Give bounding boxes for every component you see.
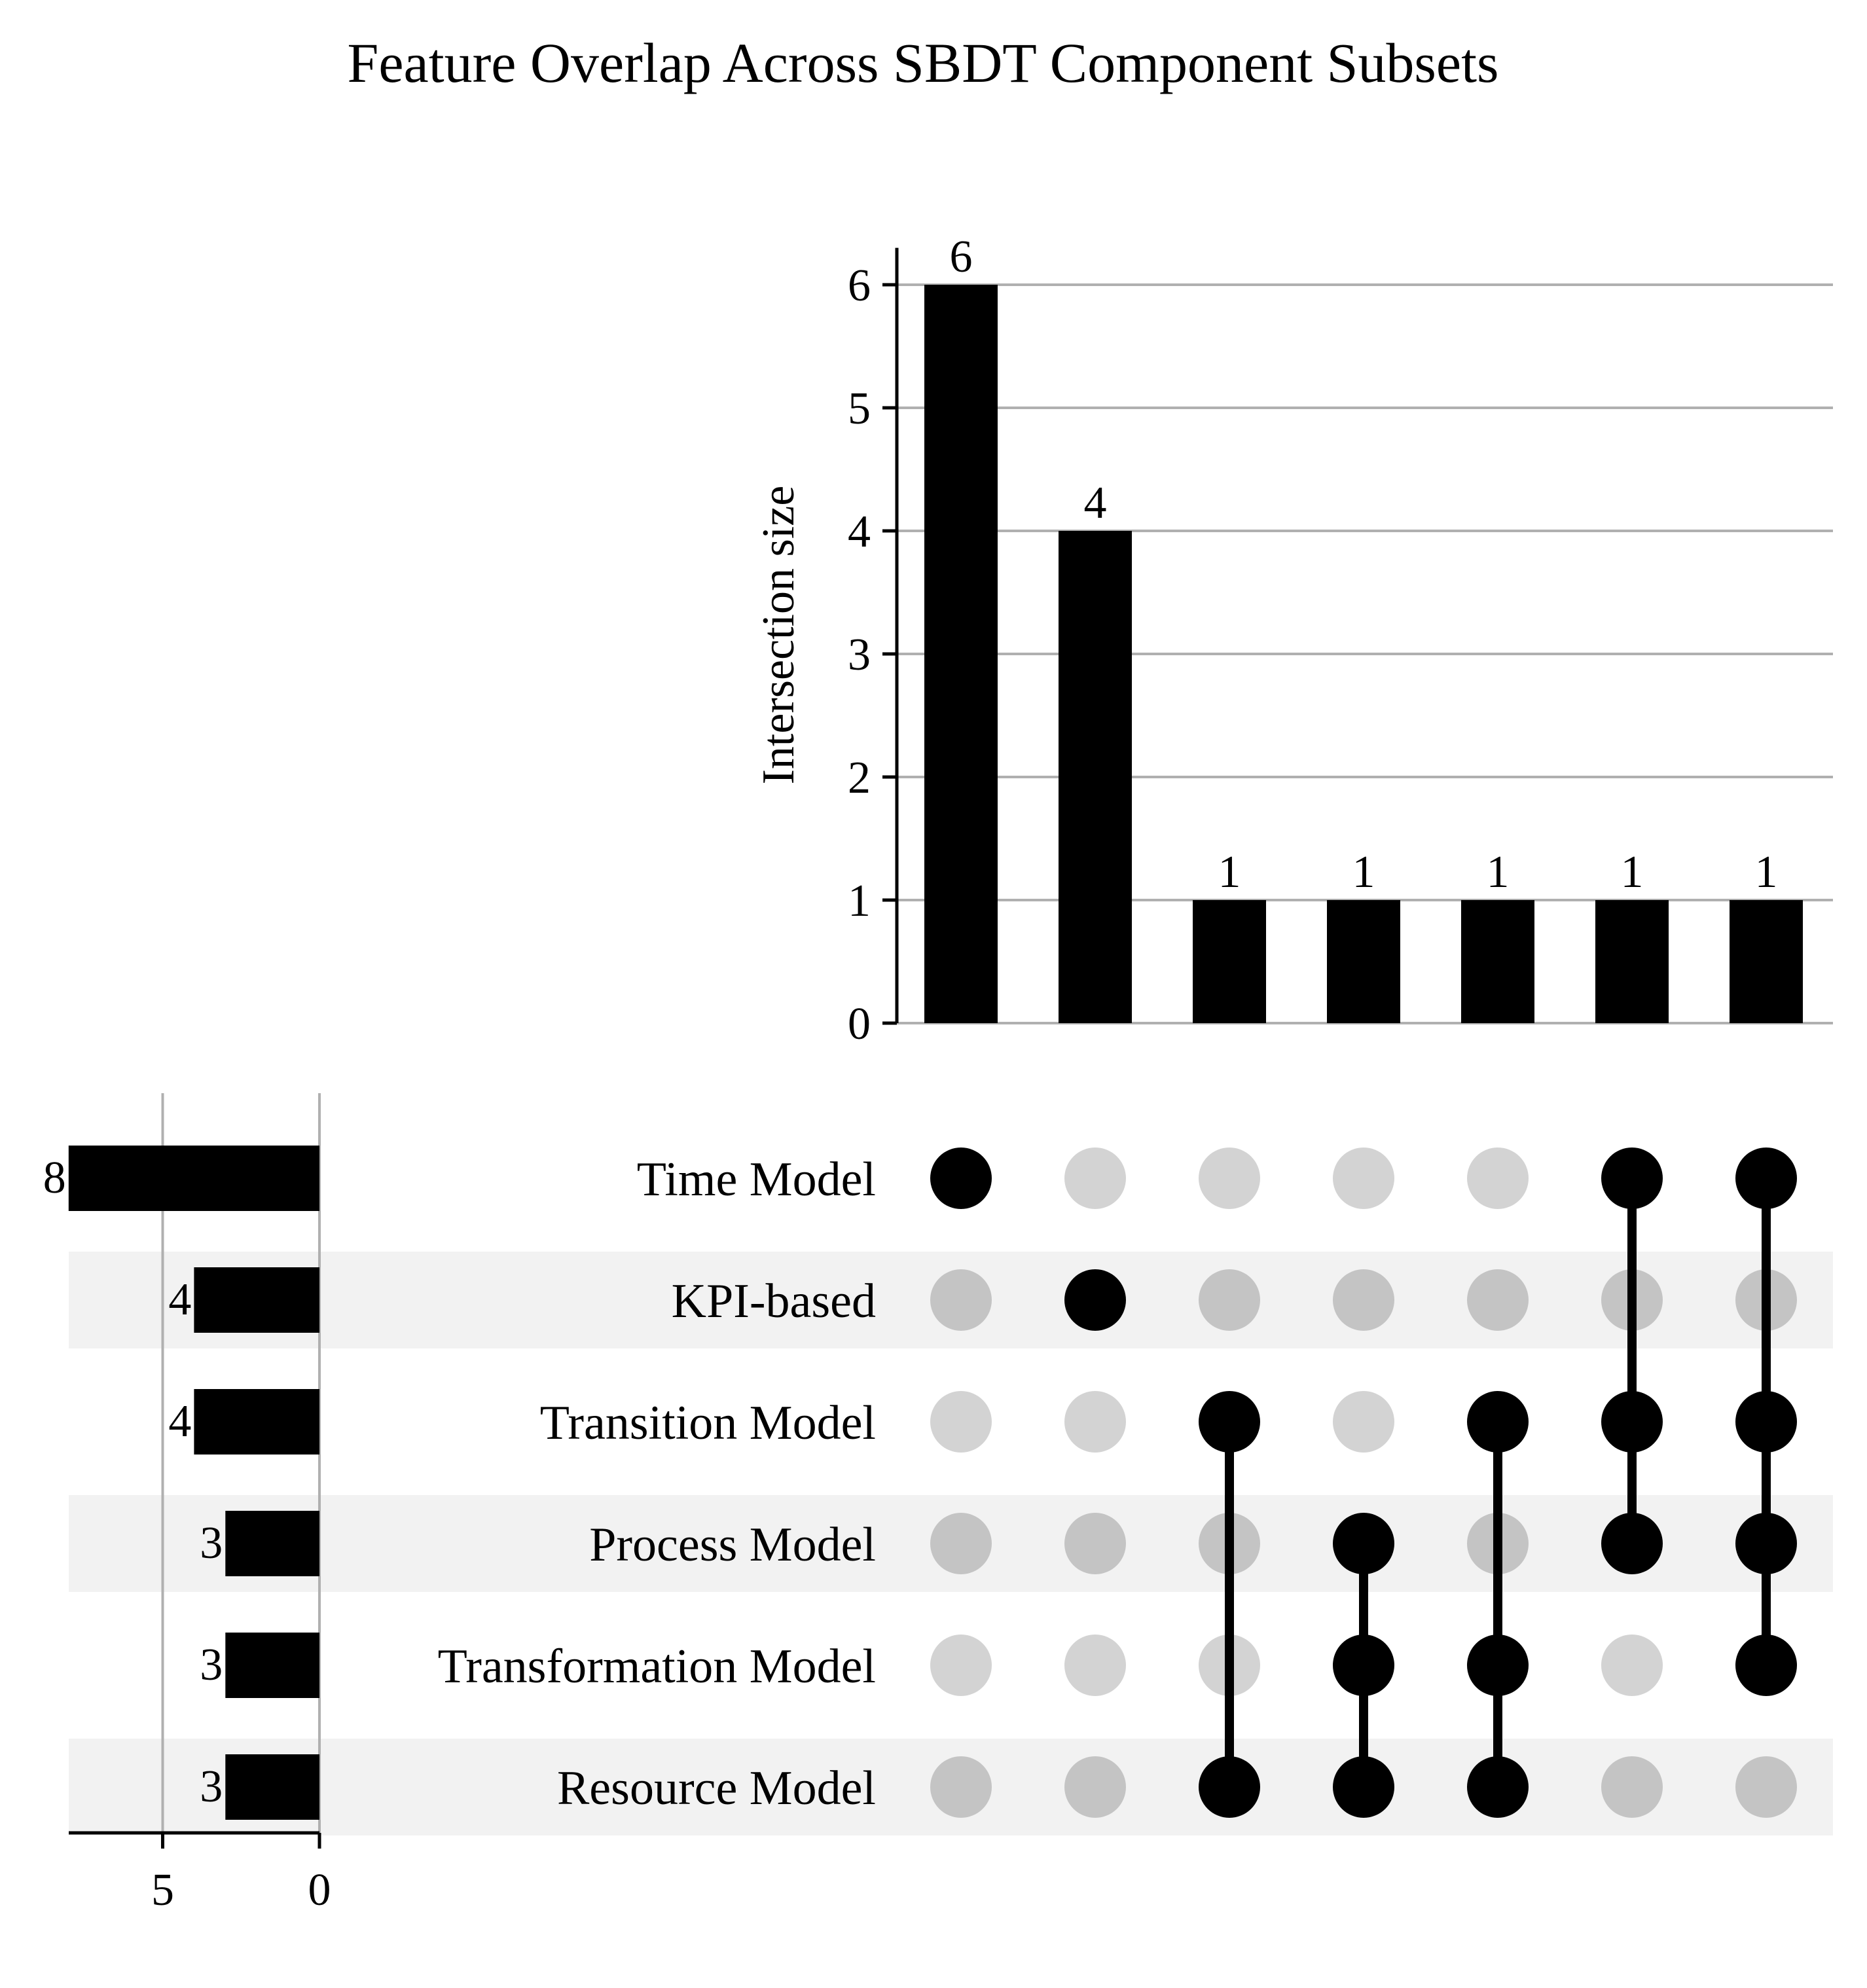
y-tick-label-3: 3: [848, 630, 871, 680]
matrix-dot-active-6-process-model: [1601, 1513, 1663, 1574]
matrix-dot-inactive-3-kpi-based: [1199, 1269, 1260, 1331]
matrix-dot-inactive-1-transition-model: [930, 1391, 992, 1453]
matrix-dot-inactive-7-resource-model: [1735, 1756, 1797, 1818]
set-size-bar-transition-model: [194, 1389, 319, 1455]
matrix-dot-inactive-4-transition-model: [1333, 1391, 1394, 1453]
set-size-value-label-time-model: 8: [43, 1153, 66, 1203]
y-tick-label-5: 5: [848, 384, 871, 434]
set-labels: Time Model KPI-based Transition Model Proce…: [438, 1153, 876, 1815]
intersection-bar-7: [1730, 900, 1803, 1023]
matrix-dot-active-5-transformation-model: [1467, 1635, 1529, 1696]
matrix-dot-inactive-6-resource-model: [1601, 1756, 1663, 1818]
set-size-value-label-transition-model: 4: [168, 1396, 191, 1447]
intersection-value-label-4: 1: [1352, 847, 1375, 897]
matrix-dot-inactive-2-process-model: [1064, 1513, 1126, 1574]
y-tick-label-4: 4: [848, 507, 871, 557]
intersection-bar-5: [1461, 900, 1534, 1023]
intersection-bar-3: [1193, 900, 1266, 1023]
intersection-bar-6: [1595, 900, 1669, 1023]
set-label-time-model: Time Model: [637, 1153, 876, 1206]
set-size-bar-kpi-based: [194, 1267, 319, 1333]
matrix-dot-active-4-resource-model: [1333, 1756, 1394, 1818]
matrix-dot-inactive-3-time-model: [1199, 1148, 1260, 1209]
matrix-dot-active-4-process-model: [1333, 1513, 1394, 1574]
set-size-value-label-kpi-based: 4: [168, 1274, 191, 1325]
y-tick-label-0: 0: [848, 999, 871, 1049]
set-label-kpi-based: KPI-based: [672, 1274, 876, 1328]
set-size-bars: 5 0 8 4 4 3 3 3: [43, 1093, 331, 1915]
set-tick-label-5: 5: [151, 1865, 174, 1915]
matrix-dot-active-4-transformation-model: [1333, 1635, 1394, 1696]
intersection-value-label-5: 1: [1487, 847, 1510, 897]
matrix-dot-active-5-transition-model: [1467, 1391, 1529, 1453]
intersection-value-label-7: 1: [1755, 847, 1778, 897]
y-tick-label-6: 6: [848, 261, 871, 311]
matrix-dot-inactive-1-resource-model: [930, 1756, 992, 1818]
matrix-dot-active-7-transformation-model: [1735, 1635, 1797, 1696]
set-size-value-label-transformation-model: 3: [200, 1640, 223, 1690]
matrix-dot-inactive-5-time-model: [1467, 1148, 1529, 1209]
matrix-dot-active-7-time-model: [1735, 1148, 1797, 1209]
matrix-dot-active-5-resource-model: [1467, 1756, 1529, 1818]
set-size-bar-transformation-model: [225, 1633, 319, 1698]
y-tick-label-1: 1: [848, 876, 871, 926]
matrix-dot-inactive-2-transition-model: [1064, 1391, 1126, 1453]
matrix-dot-inactive-1-process-model: [930, 1513, 992, 1574]
intersection-value-label-2: 4: [1084, 478, 1107, 528]
matrix-dot-inactive-4-kpi-based: [1333, 1269, 1394, 1331]
matrix-dot-active-3-transition-model: [1199, 1391, 1260, 1453]
matrix-dot-active-6-time-model: [1601, 1148, 1663, 1209]
set-size-value-label-process-model: 3: [200, 1518, 223, 1568]
matrix-dot-inactive-1-transformation-model: [930, 1635, 992, 1696]
matrix-dot-active-2-kpi-based: [1064, 1269, 1126, 1331]
set-label-resource-model: Resource Model: [557, 1762, 876, 1815]
set-size-value-label-resource-model: 3: [200, 1762, 223, 1812]
intersection-bar-1: [924, 285, 998, 1023]
intersection-bars: 6 4 1 1 1 1 1: [924, 232, 1803, 1023]
y-tick-label-2: 2: [848, 753, 871, 803]
chart-title: Feature Overlap Across SBDT Component Su…: [348, 31, 1499, 94]
gridlines: [897, 283, 1833, 1024]
set-label-transformation-model: Transformation Model: [438, 1640, 876, 1693]
matrix-dot-inactive-6-transformation-model: [1601, 1635, 1663, 1696]
set-size-bar-time-model: [68, 1146, 320, 1211]
matrix-dot-inactive-4-time-model: [1333, 1148, 1394, 1209]
matrix-dot-active-3-resource-model: [1199, 1756, 1260, 1818]
set-size-bar-process-model: [225, 1511, 319, 1576]
axes: 0 1 2 3 4 5 6: [848, 247, 899, 1049]
set-label-process-model: Process Model: [589, 1518, 876, 1572]
matrix-dot-active-7-process-model: [1735, 1513, 1797, 1574]
intersection-bar-4: [1327, 900, 1400, 1023]
intersection-value-label-3: 1: [1218, 847, 1241, 897]
matrix-dot-active-7-transition-model: [1735, 1391, 1797, 1453]
set-tick-label-0: 0: [308, 1865, 331, 1915]
membership-matrix: [930, 1148, 1797, 1818]
set-label-transition-model: Transition Model: [540, 1396, 876, 1450]
intersection-axis-label: Intersection size: [753, 486, 804, 785]
matrix-dot-inactive-1-kpi-based: [930, 1269, 992, 1331]
intersection-value-label-1: 6: [950, 232, 973, 282]
matrix-dot-inactive-5-kpi-based: [1467, 1269, 1529, 1331]
set-size-bar-resource-model: [225, 1754, 319, 1820]
matrix-dot-active-6-transition-model: [1601, 1391, 1663, 1453]
matrix-dot-inactive-2-transformation-model: [1064, 1635, 1126, 1696]
matrix-dot-inactive-2-resource-model: [1064, 1756, 1126, 1818]
matrix-dot-active-1-time-model: [930, 1148, 992, 1209]
intersection-value-label-6: 1: [1621, 847, 1644, 897]
matrix-dot-inactive-2-time-model: [1064, 1148, 1126, 1209]
intersection-bar-2: [1059, 531, 1132, 1023]
